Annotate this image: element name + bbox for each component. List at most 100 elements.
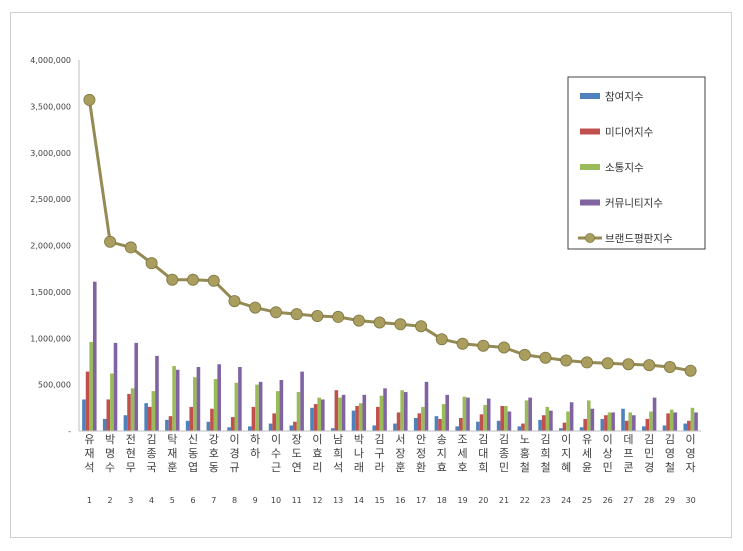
bar-3-25 [586,400,591,431]
bar-2-29 [666,413,670,431]
bar-4-22 [528,397,532,431]
brand-index-point-17 [415,320,428,333]
rank-label: 21 [499,496,509,505]
bar-3-3 [130,388,135,431]
y-tick-label: 4,000,000 [30,56,71,65]
bar-2-6 [189,406,194,431]
bar-2-30 [687,420,691,431]
y-tick-label: - [68,427,71,436]
bar-3-20 [483,405,487,431]
rank-label: 6 [190,496,195,505]
brand-index-point-16 [394,318,407,331]
bar-1-30 [683,423,688,431]
bar-2-22 [521,423,525,431]
bar-3-21 [504,405,508,431]
bar-3-19 [462,396,467,431]
legend-label-4: 커뮤니티지수 [605,198,663,210]
bar-3-12 [317,397,322,431]
bar-3-11 [296,392,301,431]
bar-2-12 [313,404,318,431]
bar-1-3 [123,415,128,431]
rank-label: 5 [170,496,175,505]
bar-3-4 [151,391,156,431]
rank-label: 20 [478,496,488,505]
bar-4-2 [113,342,118,431]
rank-label: 29 [665,496,675,505]
brand-index-point-5 [166,273,179,286]
y-tick-label: 1,500,000 [30,288,71,297]
bar-3-1 [89,341,93,431]
bar-1-5 [165,419,169,431]
rank-label: 9 [253,496,258,505]
bar-1-22 [517,426,522,431]
bar-1-25 [579,427,584,431]
rank-label: 26 [603,496,613,505]
bar-2-11 [293,421,297,431]
brand-index-point-3 [124,241,137,254]
rank-label: 15 [375,496,385,505]
rank-label: 25 [582,496,592,505]
y-tick-label: 3,000,000 [30,149,71,158]
brand-index-point-24 [560,354,573,367]
brand-index-point-10 [269,306,282,319]
bar-4-18 [445,394,450,431]
bar-3-14 [358,403,363,431]
bar-4-23 [549,410,553,431]
bar-3-6 [193,377,197,431]
rank-label: 17 [416,496,426,505]
bar-4-30 [694,412,698,431]
bar-3-30 [690,407,695,431]
bar-1-8 [227,427,231,431]
bar-3-10 [275,391,280,431]
bar-1-1 [82,399,86,431]
bar-3-9 [255,384,259,432]
bar-2-13 [334,390,339,431]
bar-4-11 [300,371,304,431]
y-tick-label: 500,000 [38,381,71,390]
bar-3-2 [110,373,114,431]
bar-1-12 [310,407,314,431]
bar-4-9 [258,381,263,431]
bar-2-8 [230,417,235,431]
y-axis: - 500,000 1,000,000 1,500,000 2,000,000 2,500… [30,56,80,436]
bar-4-26 [611,412,615,431]
bar-1-15 [372,425,377,431]
bar-2-14 [355,405,359,431]
brand-index-point-29 [663,360,676,373]
bar-1-29 [662,425,667,431]
bar-3-15 [379,395,384,431]
legend-swatch-marker [585,233,595,243]
bar-1-16 [393,423,397,431]
bar-3-7 [213,379,218,431]
legend-swatch-1 [580,93,600,99]
legend-swatch-3 [580,164,600,170]
brand-index-point-21 [497,341,510,354]
rank-label: 3 [128,496,133,505]
bar-2-23 [541,415,546,431]
rank-label: 16 [395,496,405,505]
rank-label: 13 [333,496,343,505]
brand-reputation-chart: - 500,000 1,000,000 1,500,000 2,000,000 2,500… [30,56,706,505]
bar-1-9 [248,426,252,431]
bar-2-25 [583,418,587,431]
rank-label: 30 [686,496,696,505]
rank-label: 11 [292,496,302,505]
y-tick-label: 3,500,000 [30,102,71,111]
bar-4-29 [673,412,678,431]
bar-1-26 [600,418,605,431]
brand-index-point-12 [311,309,324,322]
bar-1-14 [351,410,356,431]
bar-4-12 [321,399,325,431]
y-tick-label: 2,000,000 [30,242,71,251]
legend-label-5: 브랜드평판지수 [605,233,673,245]
